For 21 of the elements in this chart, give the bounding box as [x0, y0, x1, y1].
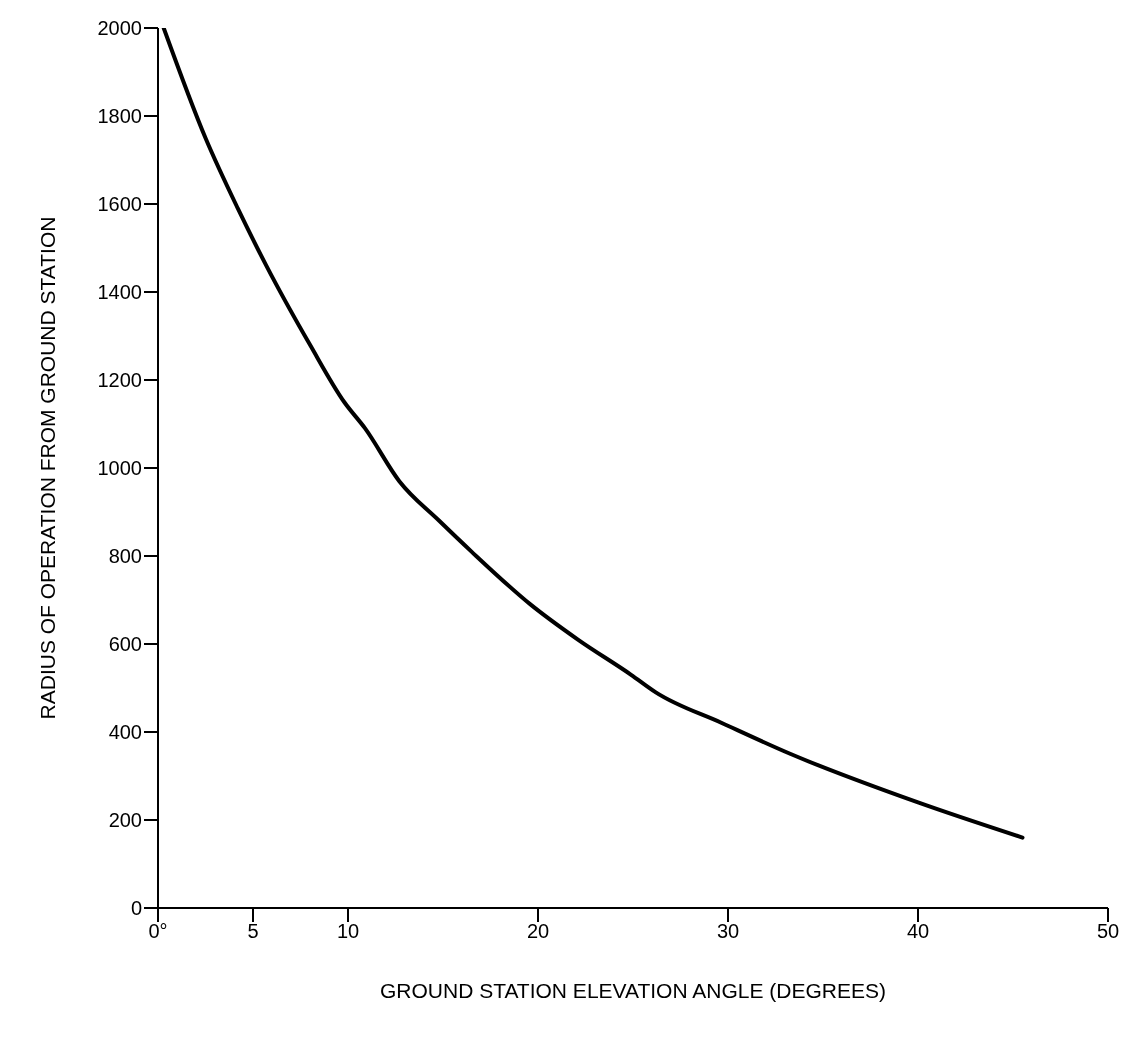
y-axis-title: RADIUS OF OPERATION FROM GROUND STATION	[36, 216, 60, 720]
x-tick-label: 50	[1096, 920, 1120, 943]
x-tick-label: 0°	[148, 920, 168, 943]
y-tick-label: 1200	[97, 369, 142, 392]
y-tick-label: 0	[130, 897, 142, 920]
x-tick-label: 5	[247, 920, 259, 943]
y-tick-label: 2000	[97, 17, 142, 40]
y-tick-label: 1400	[97, 281, 142, 304]
y-tick-label: 1600	[97, 193, 142, 216]
x-axis-title: GROUND STATION ELEVATION ANGLE (DEGREES)	[379, 979, 887, 1002]
y-tick-label: 200	[108, 809, 142, 832]
line-series	[161, 28, 1025, 840]
y-tick-label: 800	[108, 545, 142, 568]
y-tick-label: 1800	[97, 105, 142, 128]
x-tick-label: 20	[526, 920, 550, 943]
x-tick-label: 10	[336, 920, 360, 943]
x-tick-label: 40	[906, 920, 930, 943]
y-tick-label: 600	[108, 633, 142, 656]
x-tick-label: 30	[716, 920, 740, 943]
y-tick-label: 1000	[97, 457, 142, 480]
y-tick-label: 400	[108, 721, 142, 744]
